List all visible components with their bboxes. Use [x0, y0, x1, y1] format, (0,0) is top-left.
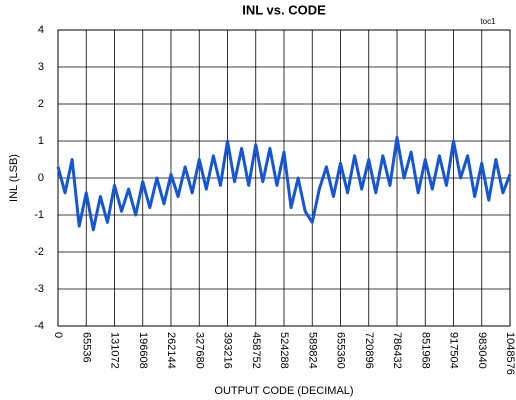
x-tick-label: 262144 [165, 332, 177, 369]
y-tick-label: 4 [38, 24, 44, 36]
x-tick-label: 327680 [193, 332, 205, 369]
x-tick-label: 196608 [137, 332, 149, 369]
x-tick-label: 65536 [80, 332, 92, 363]
x-tick-label: 524288 [278, 332, 290, 369]
y-axis-label: INL (LSB) [8, 154, 20, 202]
x-tick-label: 393216 [222, 332, 234, 369]
x-tick-label: 1048576 [504, 332, 516, 375]
y-tick-label: -2 [34, 246, 44, 258]
y-tick-label: -1 [34, 209, 44, 221]
x-tick-label: 720896 [363, 332, 375, 369]
data-line [56, 135, 512, 232]
x-tick-label: 589824 [306, 332, 318, 369]
x-tick-label: 131072 [109, 332, 121, 369]
y-tick-label: 0 [38, 172, 44, 184]
annotation: toc1 [480, 17, 496, 26]
chart-title: INL vs. CODE [242, 2, 326, 17]
y-tick-label: -4 [34, 320, 44, 332]
x-tick-label: 0 [52, 332, 64, 338]
x-tick-label: 655360 [335, 332, 347, 369]
x-tick-label: 851968 [419, 332, 431, 369]
x-tick-label: 458752 [250, 332, 262, 369]
x-tick-label: 786432 [391, 332, 403, 369]
x-axis-label: OUTPUT CODE (DECIMAL) [214, 385, 353, 397]
x-tick-label: 983040 [476, 332, 488, 369]
y-tick-label: 1 [38, 135, 44, 147]
x-tick-label: 917504 [448, 332, 460, 369]
y-tick-label: 2 [38, 98, 44, 110]
y-tick-label: 3 [38, 61, 44, 73]
y-tick-label: -3 [34, 283, 44, 295]
